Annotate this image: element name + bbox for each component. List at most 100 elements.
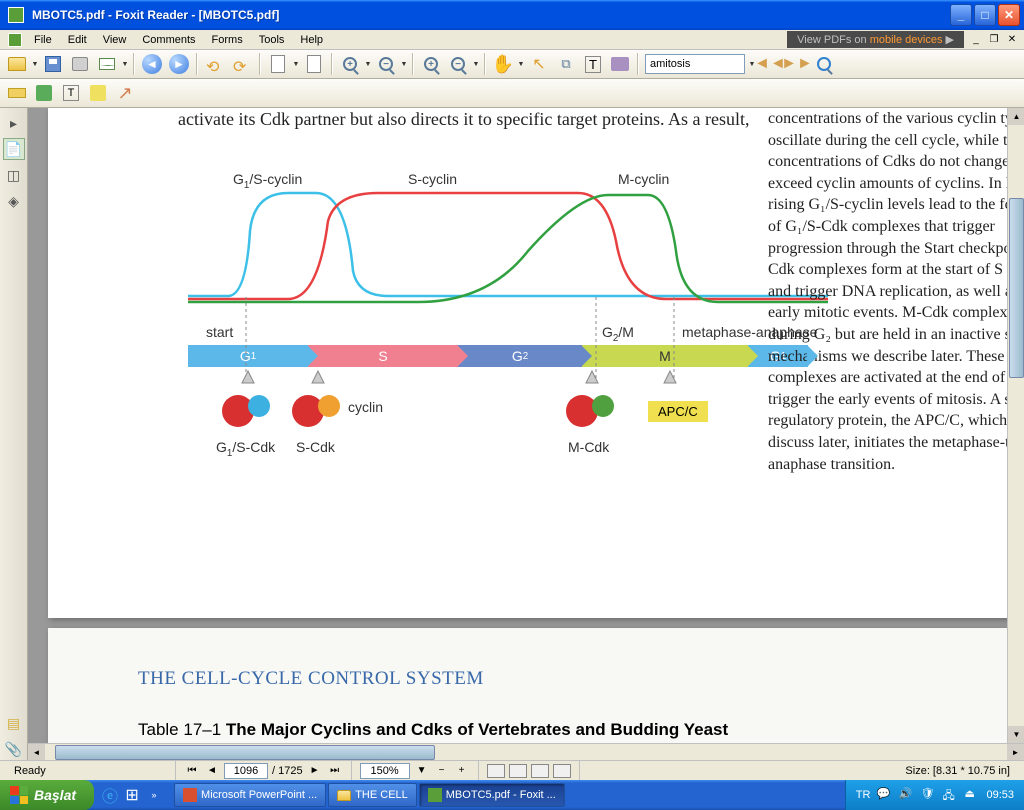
hand-tool-button[interactable]: ✋ <box>490 51 516 77</box>
email-button[interactable] <box>94 51 120 77</box>
horizontal-scrollbar[interactable]: ◄ ► <box>28 743 1024 760</box>
layers-icon[interactable]: ◈ <box>3 190 25 212</box>
task-folder[interactable]: THE CELL <box>328 783 417 807</box>
arrow-tool-button[interactable]: ↗ <box>112 80 138 106</box>
menu-edit[interactable]: Edit <box>60 32 95 48</box>
m-cdk-complex <box>566 395 614 432</box>
text-tool-button[interactable]: T <box>58 80 84 106</box>
select-tool-button[interactable]: ↖ <box>526 51 552 77</box>
nav-back-button[interactable]: ◄ <box>139 51 165 77</box>
search-input[interactable] <box>645 54 745 74</box>
menu-tools[interactable]: Tools <box>251 32 293 48</box>
advanced-search-button[interactable] <box>811 51 837 77</box>
snapshot-button[interactable] <box>607 51 633 77</box>
menu-help[interactable]: Help <box>292 32 331 48</box>
email-dropdown[interactable]: ▼ <box>121 52 129 76</box>
zoom-in-status-button[interactable]: + <box>454 763 470 779</box>
typewriter-button[interactable] <box>301 51 327 77</box>
zoom-dropdown-button[interactable]: ▼ <box>414 763 430 779</box>
mdi-close-icon[interactable]: ✕ <box>1004 33 1020 47</box>
zoom-out-dropdown[interactable]: ▼ <box>400 52 408 76</box>
ruler-button[interactable] <box>4 80 30 106</box>
select-text-button[interactable]: ⧉ <box>553 51 579 77</box>
zoom-out-status-button[interactable]: − <box>434 763 450 779</box>
clipboard-button[interactable] <box>265 51 291 77</box>
last-page-button[interactable]: ⏭ <box>327 763 343 779</box>
rotate-left-button[interactable]: ⟲ <box>202 51 228 77</box>
scroll-down-icon[interactable]: ▼ <box>1008 726 1024 743</box>
scroll-thumb-vertical[interactable] <box>1009 198 1024 378</box>
zoom-out-button[interactable]: − <box>373 51 399 77</box>
open-dropdown[interactable]: ▼ <box>31 52 39 76</box>
task-powerpoint[interactable]: Microsoft PowerPoint ... <box>174 783 326 807</box>
note-button[interactable] <box>85 80 111 106</box>
tray-usb-icon[interactable]: ⏏ <box>964 787 980 803</box>
zoom-input[interactable] <box>360 763 410 779</box>
ad-banner[interactable]: View PDFs on mobile devices ▶ <box>787 31 964 48</box>
language-indicator[interactable]: TR <box>856 789 871 801</box>
zoom-plus-button[interactable]: + <box>418 51 444 77</box>
continuous-view-button[interactable] <box>509 764 527 778</box>
single-page-view-button[interactable] <box>487 764 505 778</box>
start-button[interactable]: Başlat <box>0 780 94 810</box>
bookmarks-icon[interactable]: 📄 <box>3 138 25 160</box>
ie-icon[interactable]: ⓔ <box>100 784 120 806</box>
scroll-right-icon[interactable]: ► <box>1007 744 1024 760</box>
mdi-restore-icon[interactable]: ❐ <box>986 33 1002 47</box>
minimize-button[interactable]: _ <box>950 4 972 26</box>
next-page-button[interactable]: ► <box>307 763 323 779</box>
comments-icon[interactable]: ▤ <box>3 712 25 734</box>
window-title: MBOTC5.pdf - Foxit Reader - [MBOTC5.pdf] <box>28 8 950 22</box>
task-buttons: Microsoft PowerPoint ... THE CELL MBOTC5… <box>170 783 845 807</box>
continuous-facing-view-button[interactable] <box>553 764 571 778</box>
clipboard-dropdown[interactable]: ▼ <box>292 52 300 76</box>
pages-icon[interactable]: ◫ <box>3 164 25 186</box>
zoom-in-button[interactable]: + <box>337 51 363 77</box>
menu-file[interactable]: File <box>26 32 60 48</box>
save-button[interactable] <box>40 51 66 77</box>
nav-forward-button[interactable]: ► <box>166 51 192 77</box>
print-button[interactable] <box>67 51 93 77</box>
pdf-page: activate its Cdk partner but also direct… <box>48 108 1024 618</box>
first-page-button[interactable]: ⏮ <box>184 763 200 779</box>
prev-page-button[interactable]: ◄ <box>204 763 220 779</box>
rotate-right-button[interactable]: ⟳ <box>229 51 255 77</box>
scroll-up-icon[interactable]: ▲ <box>1008 108 1024 125</box>
open-button[interactable] <box>4 51 30 77</box>
desktop-icon[interactable]: ⊞ <box>122 784 142 806</box>
scroll-left-icon[interactable]: ◄ <box>28 744 45 760</box>
menu-comments[interactable]: Comments <box>134 32 203 48</box>
g1s-cdk-complex <box>222 395 270 432</box>
status-ready: Ready <box>6 761 176 780</box>
label-g1s-cyclin: G1/S-cyclin <box>233 171 302 191</box>
attachments-icon[interactable]: 📎 <box>3 738 25 760</box>
tray-shield-icon[interactable]: 🛡 <box>920 787 936 803</box>
zoom-minus-button[interactable]: − <box>445 51 471 77</box>
tray-volume-icon[interactable]: 🔊 <box>898 787 914 803</box>
tray-icon[interactable]: 💬 <box>876 787 892 803</box>
panel-collapse-icon[interactable]: ▸ <box>3 112 25 134</box>
scroll-thumb-horizontal[interactable] <box>55 745 435 760</box>
ql-more-icon[interactable]: » <box>144 784 164 806</box>
menu-forms[interactable]: Forms <box>204 32 251 48</box>
find-next-button[interactable]: ►► <box>784 51 810 77</box>
clock[interactable]: 09:53 <box>986 789 1014 801</box>
menu-view[interactable]: View <box>95 32 135 48</box>
text-select-button[interactable]: T <box>580 51 606 77</box>
page-number-input[interactable] <box>224 763 268 779</box>
mdi-minimize-icon[interactable]: _ <box>968 33 984 47</box>
find-prev-button[interactable]: ◄◄ <box>757 51 783 77</box>
vertical-scrollbar[interactable]: ▲ ▼ <box>1007 108 1024 743</box>
task-foxit[interactable]: MBOTC5.pdf - Foxit ... <box>419 783 565 807</box>
maximize-button[interactable]: □ <box>974 4 996 26</box>
tray-network-icon[interactable]: 🖧 <box>942 787 958 803</box>
zoom-in-dropdown[interactable]: ▼ <box>364 52 372 76</box>
document-viewport[interactable]: activate its Cdk partner but also direct… <box>28 108 1024 760</box>
highlight-button[interactable] <box>31 80 57 106</box>
figure-caption: concentrations of the various cyclin typ… <box>768 108 1024 475</box>
facing-view-button[interactable] <box>531 764 549 778</box>
hand-dropdown[interactable]: ▼ <box>517 52 525 76</box>
close-button[interactable]: ✕ <box>998 4 1020 26</box>
system-tray: TR 💬 🔊 🛡 🖧 ⏏ 09:53 <box>845 780 1024 810</box>
zoom-dropdown[interactable]: ▼ <box>472 52 480 76</box>
